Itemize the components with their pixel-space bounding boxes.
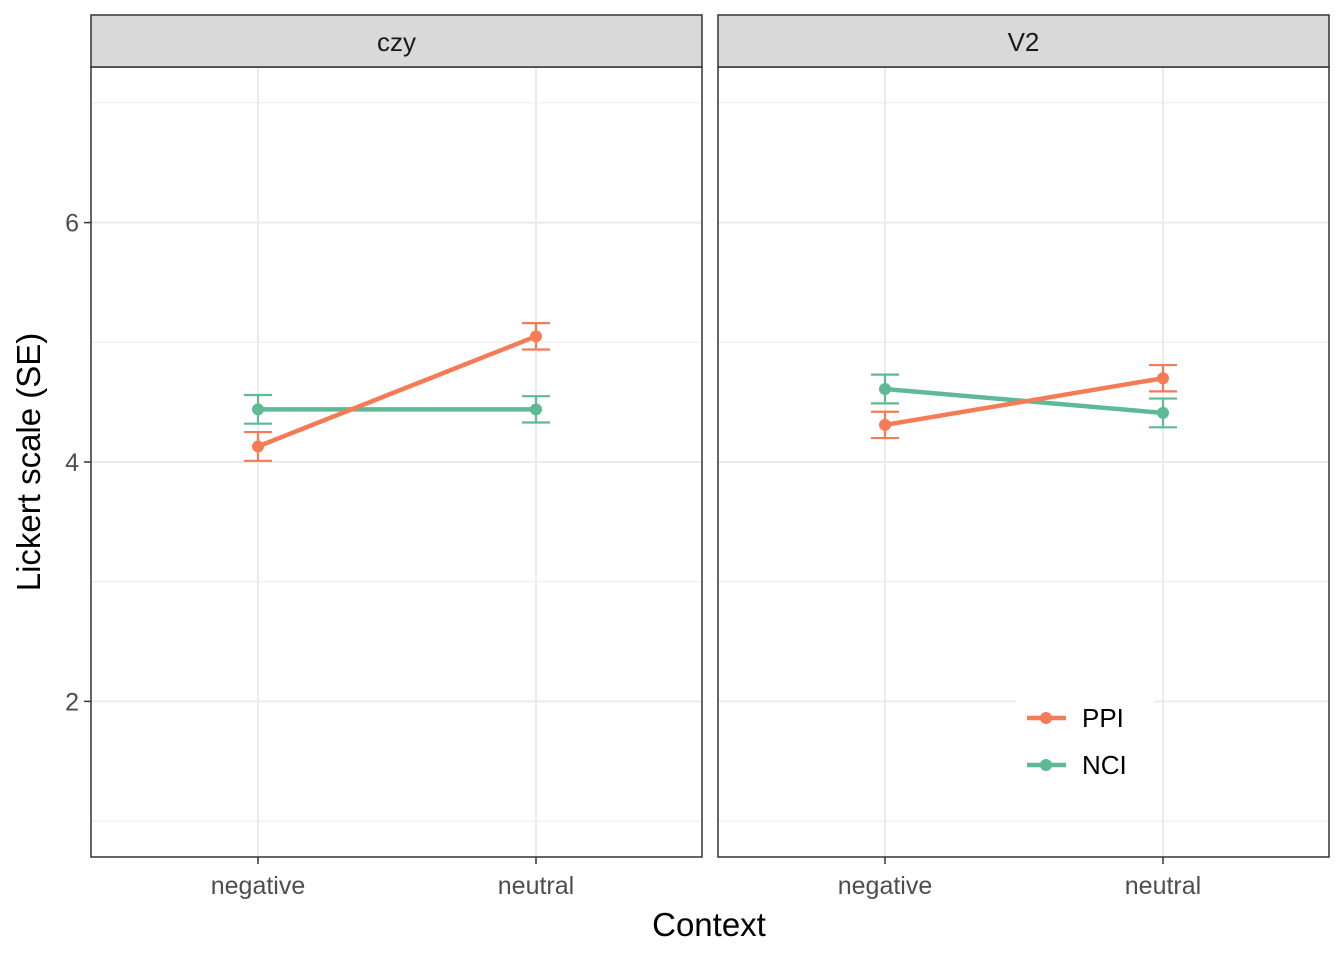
- legend-label: PPI: [1082, 703, 1124, 733]
- x-tick-label: negative: [838, 872, 933, 900]
- data-point: [1157, 372, 1169, 385]
- data-point: [879, 418, 891, 431]
- legend-key-point: [1040, 712, 1052, 724]
- facet-strip-label: czy: [377, 27, 416, 57]
- legend-background: [1016, 696, 1154, 794]
- data-point: [530, 330, 542, 343]
- facet-strip: [90, 14, 703, 68]
- x-tick-label: neutral: [1125, 872, 1201, 900]
- data-point: [879, 382, 891, 395]
- data-point: [252, 440, 264, 453]
- facet-strip: [717, 14, 1330, 68]
- legend-item-ppi: PPI: [1027, 703, 1124, 733]
- x-tick-label: neutral: [498, 872, 574, 900]
- series-ppi: [244, 322, 550, 462]
- y-tick-label: 4: [65, 449, 79, 477]
- y-tick-label: 6: [65, 210, 79, 238]
- data-point: [252, 403, 264, 416]
- x-tick-label: negative: [211, 872, 306, 900]
- y-axis-title: Lickert scale (SE): [10, 333, 47, 592]
- legend-key-point: [1040, 759, 1052, 771]
- data-point: [1157, 406, 1169, 419]
- series-ppi: [871, 363, 1177, 440]
- series-line: [257, 334, 537, 449]
- series-nci: [244, 393, 550, 425]
- data-point: [530, 403, 542, 416]
- legend-label: NCI: [1082, 750, 1127, 780]
- panel-0: czy: [90, 14, 703, 858]
- legend-item-nci: NCI: [1027, 750, 1127, 780]
- x-axis-title: Context: [652, 906, 766, 943]
- legend: PPI NCI: [1016, 696, 1154, 794]
- series-line: [884, 375, 1164, 428]
- y-tick-label: 2: [65, 688, 79, 716]
- facet-strip-label: V2: [1008, 27, 1040, 57]
